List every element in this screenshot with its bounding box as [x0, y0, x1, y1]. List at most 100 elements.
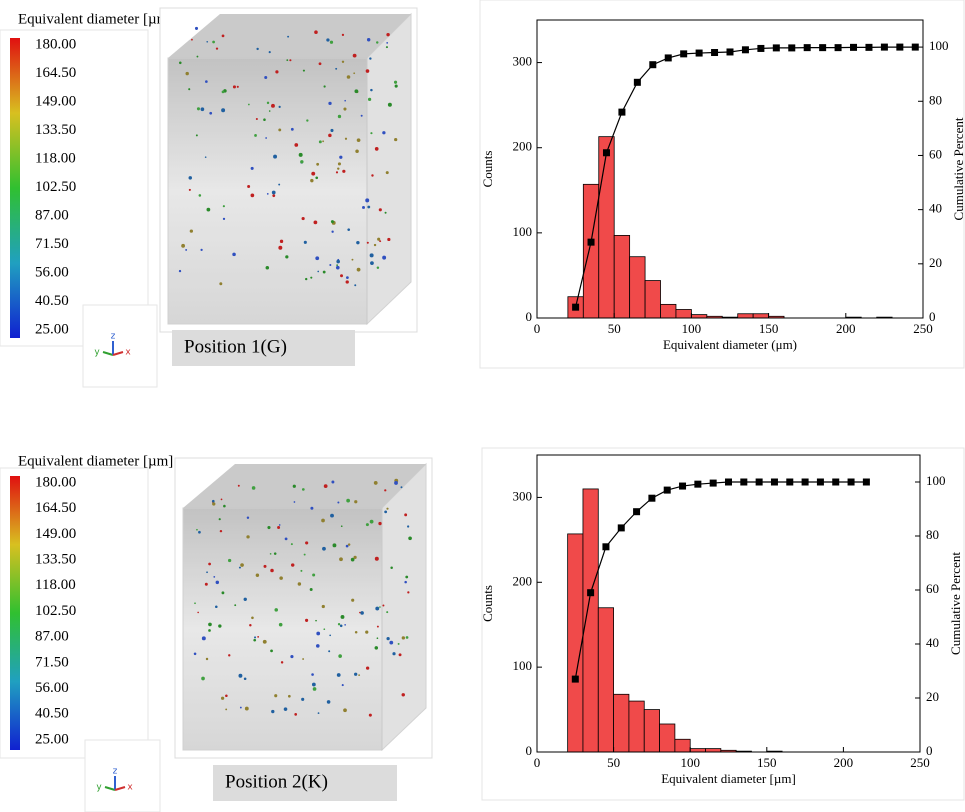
bar: [661, 304, 676, 318]
cumulative-marker: [835, 44, 842, 51]
axis-icon-label: x: [125, 348, 131, 358]
pore: [272, 194, 275, 197]
axis-icon-frame: [85, 740, 160, 812]
pore: [322, 140, 324, 142]
pore: [249, 624, 251, 626]
pore: [369, 57, 371, 59]
pore: [377, 267, 379, 269]
pore: [370, 520, 374, 524]
pore: [404, 513, 407, 516]
pore: [189, 189, 191, 191]
pore: [225, 708, 227, 710]
cumulative-marker: [802, 479, 809, 486]
pore: [342, 684, 344, 686]
pore: [206, 571, 208, 573]
pore: [354, 89, 358, 93]
pore: [402, 636, 405, 639]
pore: [342, 61, 344, 63]
bar: [630, 257, 645, 318]
pore: [314, 221, 318, 225]
pore: [395, 85, 398, 88]
x-tick-label: 100: [680, 755, 700, 770]
pore: [387, 238, 390, 241]
pore: [353, 72, 355, 74]
pore: [294, 143, 298, 147]
pore: [263, 640, 267, 644]
pore: [375, 607, 379, 611]
pore: [346, 280, 349, 283]
colorbar-tick-label: 180.00: [35, 474, 76, 490]
pore: [405, 576, 408, 579]
pore: [299, 153, 303, 157]
pore: [270, 569, 274, 573]
pore: [331, 220, 334, 223]
pore: [306, 119, 308, 121]
pore: [368, 98, 371, 101]
cumulative-marker: [633, 508, 640, 515]
pore: [286, 59, 288, 61]
pore: [394, 481, 398, 485]
pore: [208, 563, 211, 566]
pore: [277, 526, 280, 529]
cumulative-marker: [881, 44, 888, 51]
pore: [321, 519, 325, 523]
pore: [375, 147, 379, 151]
y2-tick-label: 0: [926, 743, 933, 758]
colorbar-tick-label: 149.00: [35, 93, 76, 109]
pore: [305, 541, 308, 544]
pore: [196, 134, 198, 136]
pore: [219, 518, 221, 520]
pore: [291, 563, 294, 566]
y-tick-label: 200: [513, 573, 533, 588]
cumulative-marker: [819, 44, 826, 51]
pore: [344, 100, 346, 102]
pore: [341, 615, 345, 619]
bar: [690, 749, 705, 752]
pore: [185, 249, 187, 251]
pore: [311, 172, 315, 176]
pore: [222, 34, 225, 37]
pore: [379, 208, 382, 211]
pore: [354, 673, 357, 676]
pore: [336, 266, 340, 270]
y-tick-label: 0: [526, 309, 533, 324]
bar: [753, 314, 768, 318]
pore: [340, 274, 343, 277]
pore: [315, 176, 318, 179]
pore: [188, 88, 190, 90]
pore: [216, 581, 219, 584]
pore: [247, 185, 250, 188]
pore: [278, 128, 281, 131]
pore: [312, 683, 316, 687]
pore: [199, 194, 202, 197]
x-tick-label: 100: [682, 321, 702, 336]
pore: [310, 277, 312, 279]
pore: [303, 70, 305, 72]
pore: [317, 271, 319, 273]
y2-tick-label: 80: [929, 92, 942, 107]
pore: [270, 553, 272, 555]
pore: [346, 276, 349, 279]
pore: [375, 646, 378, 649]
cumulative-marker: [756, 479, 763, 486]
pore: [222, 591, 225, 594]
colorbar-title: Equivalent diameter [µm]: [18, 11, 173, 27]
pore: [300, 570, 302, 572]
pore: [279, 524, 281, 526]
bar: [599, 137, 614, 318]
colorbar-tick-label: 56.00: [35, 264, 69, 280]
pore: [386, 42, 388, 44]
cumulative-marker: [863, 479, 870, 486]
pore: [281, 661, 283, 663]
y2-tick-label: 40: [926, 635, 939, 650]
pore: [354, 500, 357, 503]
axis-icon-label: y: [96, 783, 102, 793]
pore: [274, 552, 277, 555]
cumulative-marker: [711, 49, 718, 56]
cumulative-marker: [649, 61, 656, 68]
pore: [354, 284, 356, 286]
pore: [316, 163, 319, 166]
pore: [386, 611, 388, 613]
pore: [315, 620, 317, 622]
pore: [367, 206, 370, 209]
